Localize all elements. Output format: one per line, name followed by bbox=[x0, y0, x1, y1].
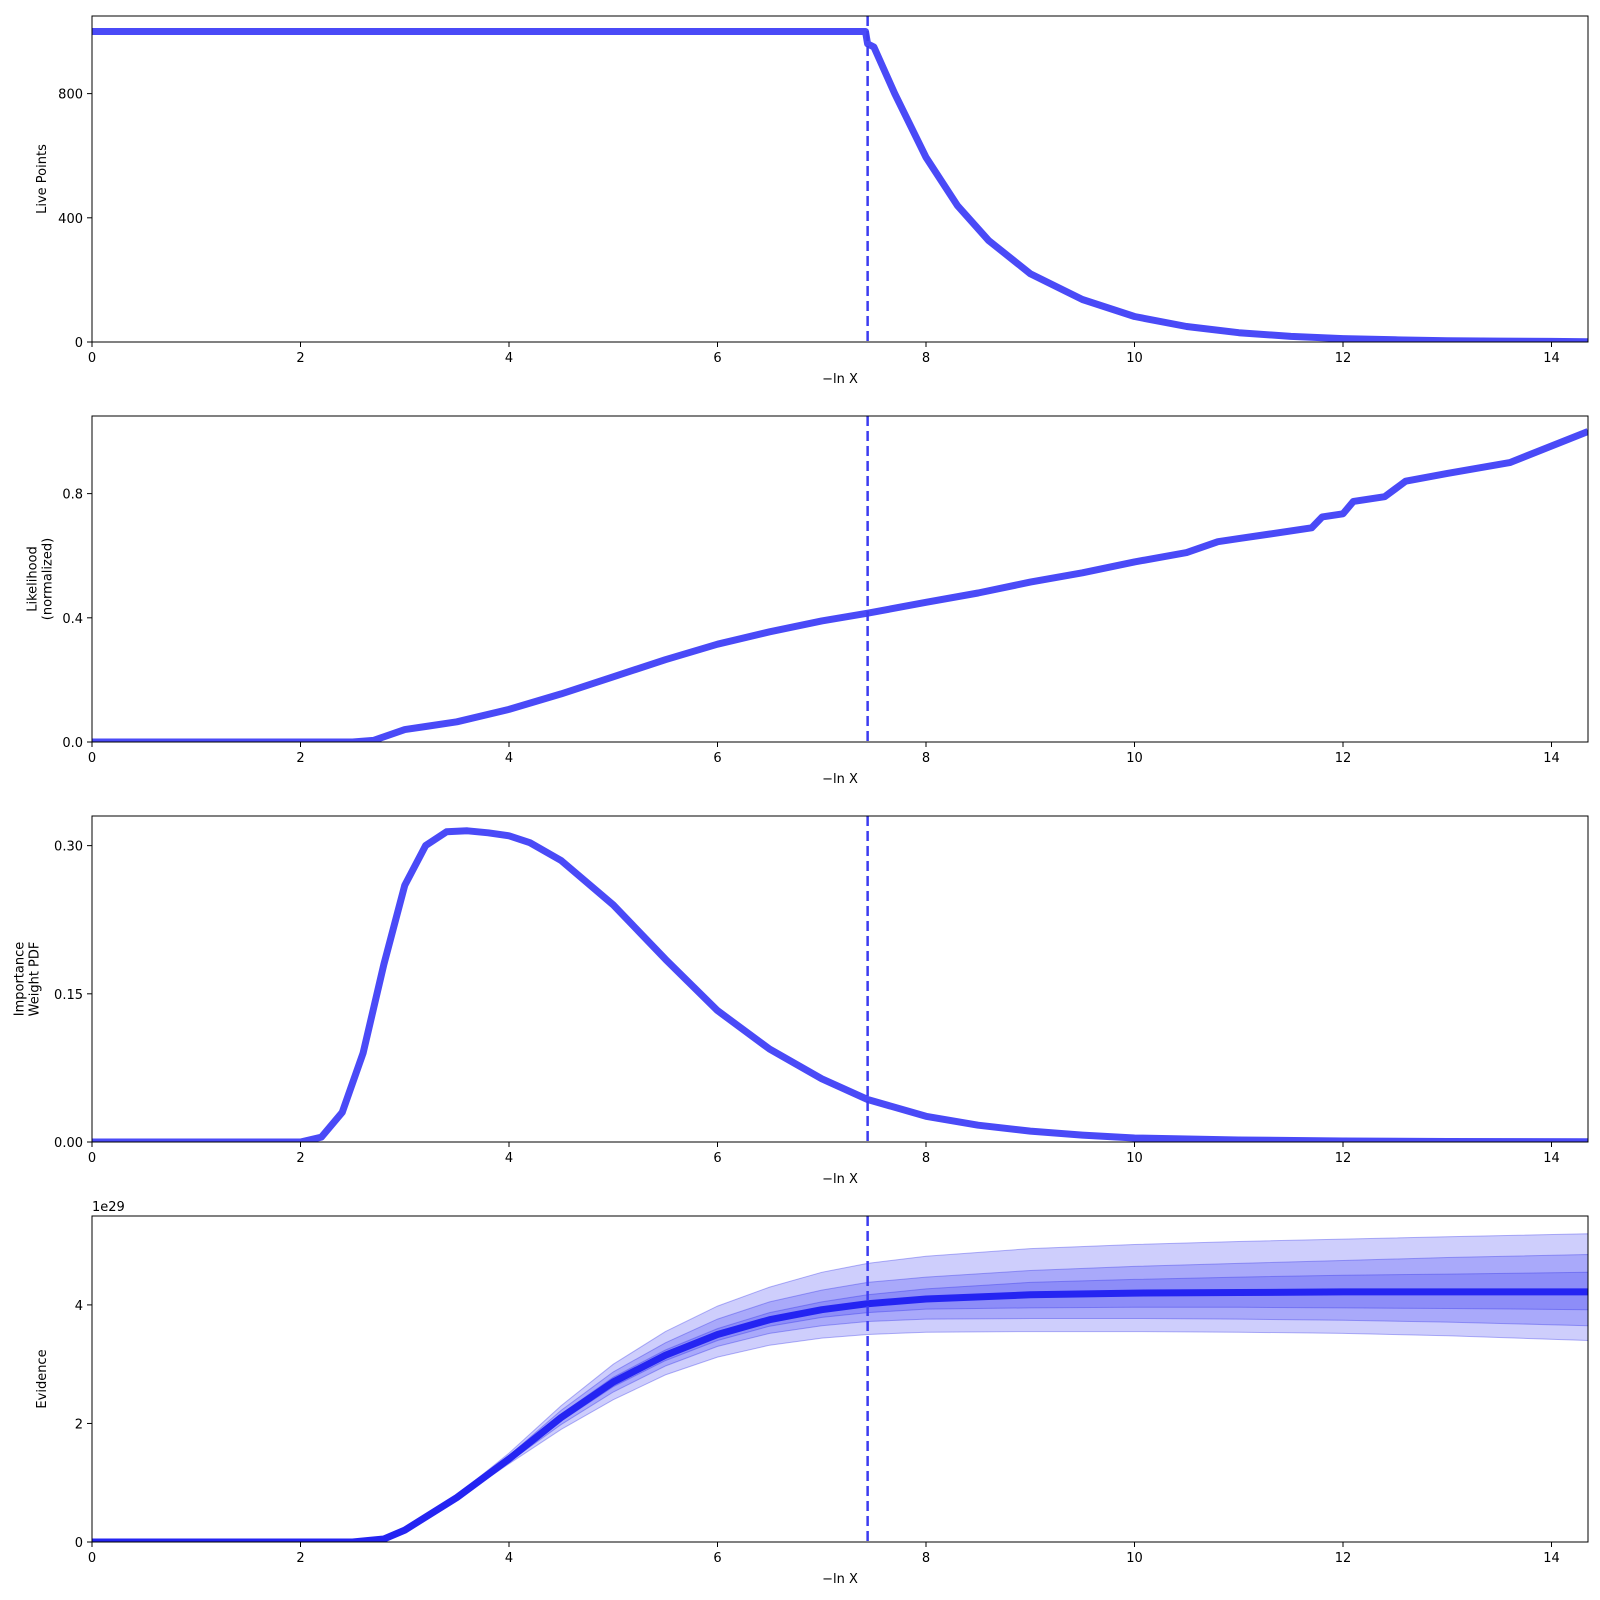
x-tick-label: 10 bbox=[1126, 1551, 1143, 1566]
importance-weight-series-line bbox=[92, 827, 1588, 1142]
x-tick-label: 6 bbox=[713, 1551, 721, 1566]
x-tick-label: 8 bbox=[922, 1151, 930, 1166]
y-axis-label: (normalized) bbox=[41, 538, 56, 620]
x-tick-label: 4 bbox=[505, 751, 513, 766]
x-tick-label: 10 bbox=[1126, 351, 1143, 366]
x-tick-label: 2 bbox=[296, 751, 304, 766]
panel-live-points: 0 2 4 6 8 10 12 14 0 400 800 −ln X Live Points bbox=[35, 15, 1589, 387]
x-tick-label: 0 bbox=[88, 1151, 96, 1166]
plot-area bbox=[92, 16, 1588, 342]
evidence-band-1 bbox=[92, 1233, 1588, 1542]
x-tick-label: 8 bbox=[922, 751, 930, 766]
panel-likelihood: 0 2 4 6 8 10 12 14 0.0 0.4 0.8 −ln X Likelihood (norm… bbox=[26, 415, 1589, 787]
x-tick-label: 4 bbox=[505, 1151, 513, 1166]
x-tick-label: 10 bbox=[1126, 751, 1143, 766]
plot-area bbox=[92, 416, 1588, 742]
x-tick-label: 2 bbox=[296, 1151, 304, 1166]
x-tick-label: 4 bbox=[505, 351, 513, 366]
x-tick-label: 0 bbox=[88, 1551, 96, 1566]
y-axis-label: Live Points bbox=[35, 144, 50, 214]
y-tick-label: 0.8 bbox=[62, 488, 83, 503]
y-tick-label: 0.00 bbox=[54, 1136, 83, 1151]
panel-evidence: 0 2 4 6 8 10 12 14 0 2 4 −ln X Evidence 1e29 bbox=[35, 1200, 1589, 1587]
x-axis-label: −ln X bbox=[822, 772, 858, 787]
x-tick-label: 14 bbox=[1543, 351, 1560, 366]
x-tick-label: 8 bbox=[922, 1551, 930, 1566]
panel-importance-weight: 0 2 4 6 8 10 12 14 0.00 0.15 0.30 −ln X Importance We… bbox=[13, 815, 1589, 1187]
x-tick-label: 6 bbox=[713, 751, 721, 766]
y-axis-label: Evidence bbox=[35, 1349, 50, 1408]
y-tick-label: 0.15 bbox=[54, 988, 83, 1003]
x-tick-label: 0 bbox=[88, 351, 96, 366]
x-tick-label: 4 bbox=[505, 1551, 513, 1566]
axes-frame bbox=[91, 15, 1589, 343]
x-axis-label: −ln X bbox=[822, 1172, 858, 1187]
axes-frame bbox=[91, 415, 1589, 743]
x-tick-label: 2 bbox=[296, 1551, 304, 1566]
y-tick-label: 800 bbox=[58, 88, 83, 103]
plot-area bbox=[92, 1216, 1588, 1542]
x-tick-label: 12 bbox=[1335, 751, 1352, 766]
y-axis-label: Importance bbox=[13, 942, 28, 1017]
x-tick-label: 14 bbox=[1543, 1551, 1560, 1566]
x-tick-label: 6 bbox=[713, 1151, 721, 1166]
x-tick-label: 0 bbox=[88, 751, 96, 766]
y-tick-label: 400 bbox=[58, 212, 83, 227]
x-tick-label: 8 bbox=[922, 351, 930, 366]
y-tick-label: 2 bbox=[75, 1417, 83, 1432]
x-tick-label: 14 bbox=[1543, 1151, 1560, 1166]
y-tick-label: 0 bbox=[75, 1536, 83, 1551]
evidence-mean-line bbox=[92, 1288, 1588, 1542]
x-axis-label: −ln X bbox=[822, 1572, 858, 1587]
y-tick-label: 0 bbox=[75, 336, 83, 351]
y-tick-label: 4 bbox=[75, 1299, 83, 1314]
x-tick-label: 12 bbox=[1335, 1151, 1352, 1166]
x-tick-label: 2 bbox=[296, 351, 304, 366]
axes-frame bbox=[91, 1215, 1589, 1543]
y-tick-label: 0.0 bbox=[62, 736, 83, 751]
y-axis-label: Likelihood bbox=[26, 546, 41, 612]
live-points-series-line bbox=[92, 28, 1588, 342]
plot-area bbox=[92, 816, 1588, 1142]
x-tick-label: 10 bbox=[1126, 1151, 1143, 1166]
x-axis-label: −ln X bbox=[822, 372, 858, 387]
x-tick-label: 12 bbox=[1335, 351, 1352, 366]
y-offset-label: 1e29 bbox=[92, 1200, 125, 1215]
x-tick-label: 6 bbox=[713, 351, 721, 366]
y-tick-label: 0.4 bbox=[62, 612, 83, 627]
y-axis-label: Weight PDF bbox=[28, 942, 43, 1017]
evidence-band-2 bbox=[92, 1253, 1588, 1542]
axes-frame bbox=[91, 815, 1589, 1143]
y-tick-label: 0.30 bbox=[54, 840, 83, 855]
x-tick-label: 12 bbox=[1335, 1551, 1352, 1566]
x-tick-label: 14 bbox=[1543, 751, 1560, 766]
likelihood-series-line bbox=[92, 428, 1588, 742]
